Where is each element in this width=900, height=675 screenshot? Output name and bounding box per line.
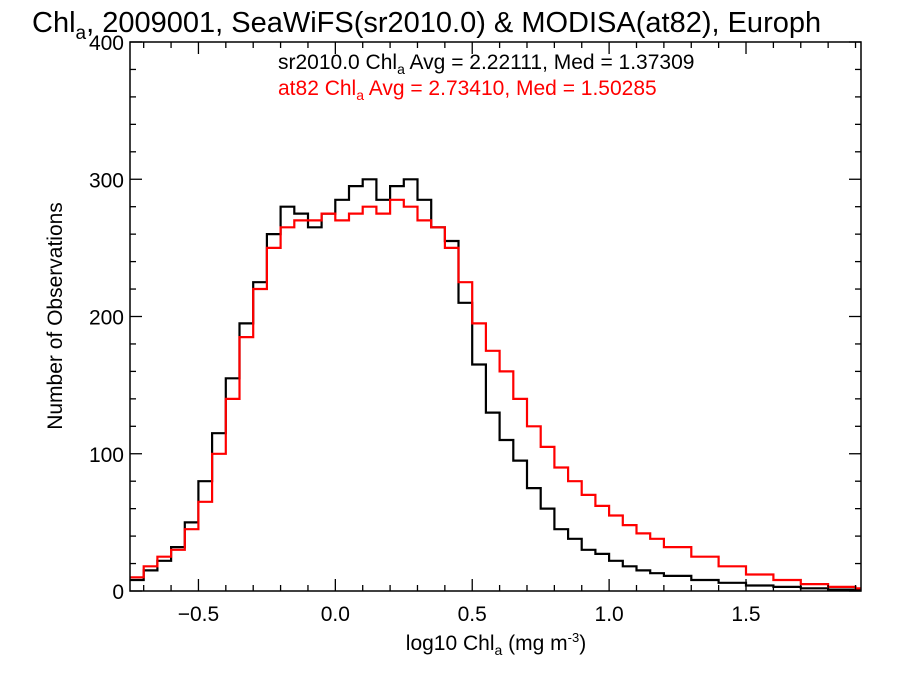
title-rest: , 2009001, SeaWiFS(sr2010.0) & MODISA(at…: [86, 7, 821, 39]
xlabel-mid: (mg m: [502, 632, 567, 655]
x-tick-label: 0.0: [321, 603, 350, 626]
x-tick-label: −0.5: [178, 603, 219, 626]
title-subscript: a: [76, 23, 87, 44]
plot-frame: [129, 41, 862, 592]
legend-sr2010-subscript: a: [397, 61, 405, 77]
y-axis-label: Number of Observations: [44, 202, 67, 430]
y-tick-label: 200: [89, 307, 124, 330]
y-tick-label: 300: [89, 169, 124, 192]
y-tick-label: 100: [89, 444, 124, 467]
x-tick-label: 1.5: [731, 603, 760, 626]
legend-at82-subscript: a: [356, 87, 364, 103]
ticks-layer: −0.5 0.0 0.5 1.0 1.5 0 100 200 300 400: [89, 32, 861, 626]
x-axis-label: log10 Chla (mg m-3): [406, 630, 586, 658]
series-layer: [130, 178, 861, 591]
legend-entry-at82: at82 Chla Avg = 2.73410, Med = 1.50285: [278, 77, 657, 103]
y-tick-label: 400: [89, 32, 124, 55]
legend-entry-sr2010: sr2010.0 Chla Avg = 2.22111, Med = 1.373…: [278, 51, 694, 77]
legend-sr2010-prefix: sr2010.0 Chl: [278, 51, 397, 74]
series-line-at82: [130, 198, 861, 590]
legend-at82-rest: Avg = 2.73410, Med = 1.50285: [364, 77, 657, 100]
xlabel-prefix: log10 Chl: [406, 632, 495, 655]
title-prefix: Chl: [32, 7, 76, 39]
legend-at82-prefix: at82 Chl: [278, 77, 356, 100]
legend-sr2010-rest: Avg = 2.22111, Med = 1.37309: [405, 51, 695, 74]
xlabel-superscript: -3: [568, 630, 580, 645]
xlabel-subscript: a: [495, 642, 503, 658]
x-tick-label: 1.0: [595, 603, 624, 626]
xlabel-end: ): [579, 632, 586, 655]
chart-title: Chla, 2009001, SeaWiFS(sr2010.0) & MODIS…: [32, 7, 821, 44]
y-tick-label: 0: [112, 581, 124, 604]
x-tick-label: 0.5: [458, 603, 487, 626]
